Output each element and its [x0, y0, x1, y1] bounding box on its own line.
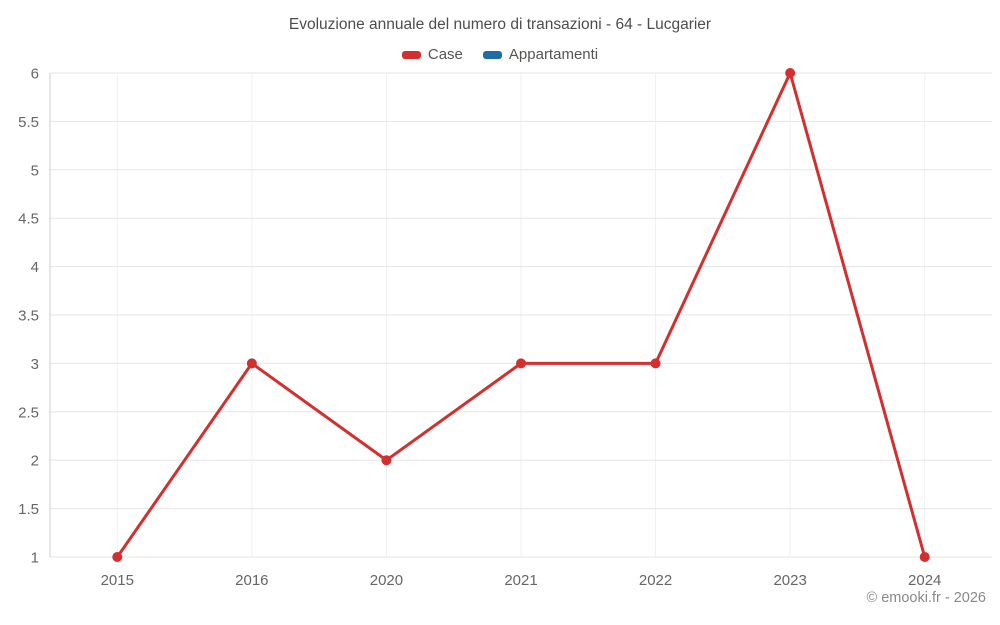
y-axis-tick-label: 2.5: [18, 404, 39, 421]
data-point-case-2020[interactable]: [381, 455, 392, 466]
legend-marker-appartamenti: [482, 50, 502, 59]
x-axis-tick-label: 2020: [370, 572, 403, 589]
x-axis-tick-label: 2015: [101, 572, 134, 589]
chart-title: Evoluzione annuale del numero di transaz…: [288, 16, 712, 33]
data-point-case-2024[interactable]: [919, 552, 930, 562]
y-axis-tick-label: 2: [31, 453, 39, 470]
credit-text: © emooki.fr - 2026: [866, 590, 986, 606]
data-point-case-2021[interactable]: [516, 358, 526, 369]
y-axis-tick-label: 6: [31, 66, 39, 83]
data-point-case-2022[interactable]: [650, 358, 661, 369]
x-axis-tick-label: 2024: [908, 572, 941, 589]
y-axis-tick-label: 3: [31, 356, 39, 373]
y-axis-tick-label: 5: [31, 162, 39, 179]
y-axis-tick-label: 1: [31, 550, 39, 567]
y-axis-tick-label: 3.5: [18, 308, 39, 325]
data-point-case-2023[interactable]: [785, 68, 796, 78]
y-axis-tick-label: 1.5: [18, 501, 39, 518]
x-axis-tick-label: 2023: [773, 572, 806, 589]
legend-item-case[interactable]: Case: [401, 46, 463, 63]
x-axis-tick-label: 2021: [504, 572, 537, 589]
y-axis-tick-label: 5.5: [18, 114, 39, 131]
data-point-case-2016[interactable]: [246, 358, 257, 369]
data-point-case-2015[interactable]: [112, 552, 123, 562]
legend-item-appartamenti[interactable]: Appartamenti: [482, 46, 599, 63]
x-axis-tick-label: 2016: [235, 572, 268, 589]
x-axis-tick-label: 2022: [639, 572, 672, 589]
legend-label-appartamenti: Appartamenti: [508, 46, 599, 63]
y-axis-tick-label: 4.5: [18, 211, 39, 228]
y-axis-tick-label: 4: [31, 259, 39, 276]
legend: Case Appartamenti: [0, 46, 1000, 63]
legend-label-case: Case: [427, 46, 463, 63]
legend-marker-case: [401, 50, 421, 59]
